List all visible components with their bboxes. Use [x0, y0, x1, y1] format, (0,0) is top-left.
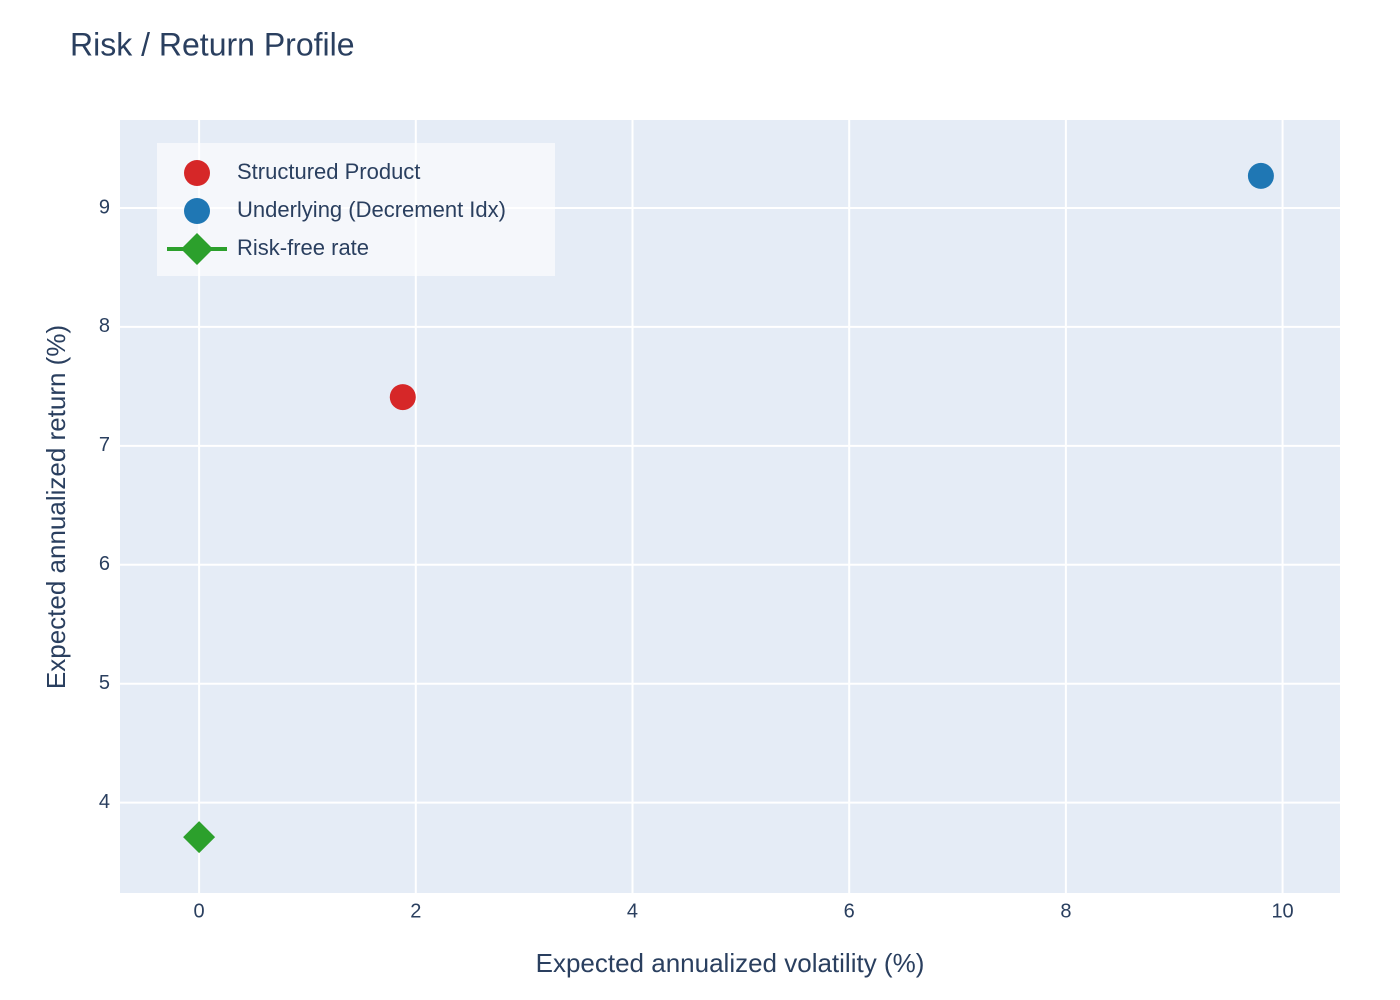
x-tick-label: 2 — [410, 900, 421, 922]
legend-item[interactable]: Risk-free rate — [167, 233, 369, 265]
chart-title: Risk / Return Profile — [70, 26, 355, 62]
point — [183, 821, 216, 854]
legend-marker — [184, 198, 210, 224]
legend-marker — [184, 160, 210, 186]
x-tick-label: 6 — [844, 900, 855, 922]
y-tick-label: 4 — [99, 791, 110, 813]
legend-item[interactable]: Structured Product — [184, 159, 420, 186]
legend-item[interactable]: Underlying (Decrement Idx) — [184, 197, 506, 224]
legend-marker — [181, 233, 213, 265]
legend: Structured Product Underlying (Decrement … — [157, 143, 555, 276]
y-axis-title: Expected annualized return (%) — [41, 325, 71, 689]
x-tick-label: 10 — [1271, 900, 1293, 922]
grid — [120, 120, 1340, 893]
legend-box — [157, 143, 555, 276]
point — [1247, 162, 1274, 189]
legend-label: Structured Product — [237, 159, 420, 184]
y-tick-label: 9 — [99, 196, 110, 218]
marks — [183, 162, 1274, 854]
x-axis-title: Expected annualized volatility (%) — [536, 948, 925, 978]
legend-label: Underlying (Decrement Idx) — [237, 197, 506, 222]
x-tick-label: 4 — [627, 900, 638, 922]
point — [389, 384, 416, 411]
legend-label: Risk-free rate — [237, 235, 369, 260]
y-tick-label: 8 — [99, 315, 110, 337]
x-tick-label: 0 — [194, 900, 205, 922]
y-tick-label: 7 — [99, 434, 110, 456]
y-tick-label: 5 — [99, 672, 110, 694]
x-tick-label: 8 — [1060, 900, 1071, 922]
y-tick-label: 6 — [99, 553, 110, 575]
